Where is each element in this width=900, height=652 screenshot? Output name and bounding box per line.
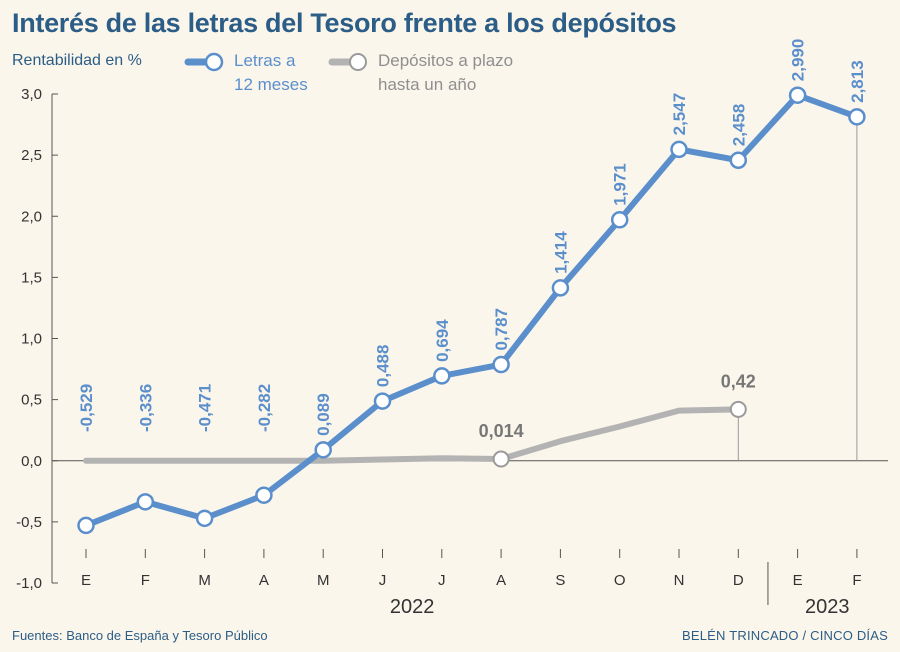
- x-tick-label: E: [793, 572, 803, 589]
- letras-data-label: 2,547: [670, 93, 689, 136]
- letras-data-label: 0,694: [433, 319, 452, 362]
- legend-marker-depositos: [349, 53, 367, 71]
- x-tick-label: M: [317, 572, 330, 589]
- x-tick-label: E: [81, 572, 91, 589]
- x-tick-label: S: [555, 572, 565, 589]
- depositos-data-label: 0,014: [479, 421, 524, 441]
- x-tick-label: D: [733, 572, 744, 589]
- chart-title: Interés de las letras del Tesoro frente …: [12, 8, 677, 38]
- letras-data-label: 2,813: [848, 60, 867, 103]
- y-tick-label: 3,0: [21, 86, 42, 103]
- letras-data-label: -0,471: [196, 384, 215, 432]
- x-tick-label: J: [438, 572, 446, 589]
- letras-data-label: -0,529: [77, 384, 96, 432]
- x-tick-label: A: [496, 572, 506, 589]
- letras-data-label: 2,458: [729, 104, 748, 147]
- legend-marker-letras: [204, 52, 224, 72]
- letras-point: [551, 279, 570, 297]
- letras-series: -0,529 -0,336 -0,471 -0,282 0,089 0,488 0,694 0…: [77, 39, 867, 535]
- y-tick-label: -1,0: [16, 575, 42, 592]
- letras-point: [433, 367, 451, 385]
- x-tick-label: O: [614, 572, 626, 589]
- credit-note: BELÉN TRINCADO / CINCO DÍAS: [682, 628, 888, 643]
- legend-label-depositos-1: Depósitos a plazo: [378, 51, 513, 70]
- letras-point: [610, 211, 629, 229]
- source-note: Fuentes: Banco de España y Tesoro Públic…: [12, 628, 268, 643]
- legend-label-depositos-2: hasta un año: [378, 75, 476, 94]
- letras-point: [848, 108, 866, 126]
- y-axis-label: Rentabilidad en %: [12, 52, 142, 69]
- letras-point: [195, 509, 214, 528]
- letras-data-label: 0,787: [492, 308, 511, 351]
- letras-data-label: 1,971: [611, 163, 630, 206]
- letras-data-label: 0,089: [314, 393, 333, 436]
- letras-line: [83, 92, 860, 529]
- depositos-series: 0,014 0,42: [83, 371, 756, 468]
- x-tick-label: F: [141, 572, 150, 589]
- x-tick-label: N: [674, 572, 685, 589]
- year-label: 2022: [390, 596, 435, 618]
- letras-data-label: 1,414: [551, 231, 570, 274]
- depositos-point: [729, 400, 747, 418]
- x-tick-label: M: [198, 572, 211, 589]
- depositos-data-label: 0,42: [721, 371, 756, 391]
- letras-data-label: -0,282: [255, 384, 274, 432]
- x-tick-label: J: [379, 572, 387, 589]
- letras-point: [670, 140, 688, 159]
- letras-point: [729, 151, 748, 170]
- x-tick-label: F: [852, 572, 861, 589]
- axes: 3,0 2,5 2,0 1,5 1,0 0,5 0,0 -0,5 -1,0 E F M A M J J A S O N…: [16, 86, 888, 618]
- letras-data-label: 0,488: [374, 345, 393, 388]
- x-tick-label: A: [259, 572, 269, 589]
- letras-point: [77, 516, 95, 535]
- legend-label-letras-1: Letras a: [234, 51, 296, 70]
- letras-point: [314, 441, 332, 459]
- letras-point: [373, 392, 392, 410]
- letras-point: [788, 86, 807, 104]
- letras-data-label: 2,990: [789, 39, 808, 82]
- legend: Letras a 12 meses Depósitos a plazo hast…: [184, 51, 513, 94]
- y-tick-label: 2,5: [21, 147, 42, 164]
- y-tick-label: 1,0: [21, 331, 42, 348]
- y-tick-label: 1,5: [21, 269, 42, 286]
- y-tick-label: 0,0: [21, 453, 42, 470]
- y-tick-label: -0,5: [16, 514, 42, 531]
- y-tick-label: 0,5: [21, 392, 42, 409]
- letras-point: [255, 486, 273, 504]
- depositos-line: [83, 406, 742, 464]
- letras-point: [492, 355, 510, 374]
- letras-data-label: -0,336: [136, 384, 155, 432]
- legend-label-letras-2: 12 meses: [234, 75, 308, 94]
- letras-point: [136, 493, 155, 511]
- year-label: 2023: [805, 596, 850, 618]
- depositos-point: [492, 450, 510, 468]
- y-tick-label: 2,0: [21, 208, 42, 225]
